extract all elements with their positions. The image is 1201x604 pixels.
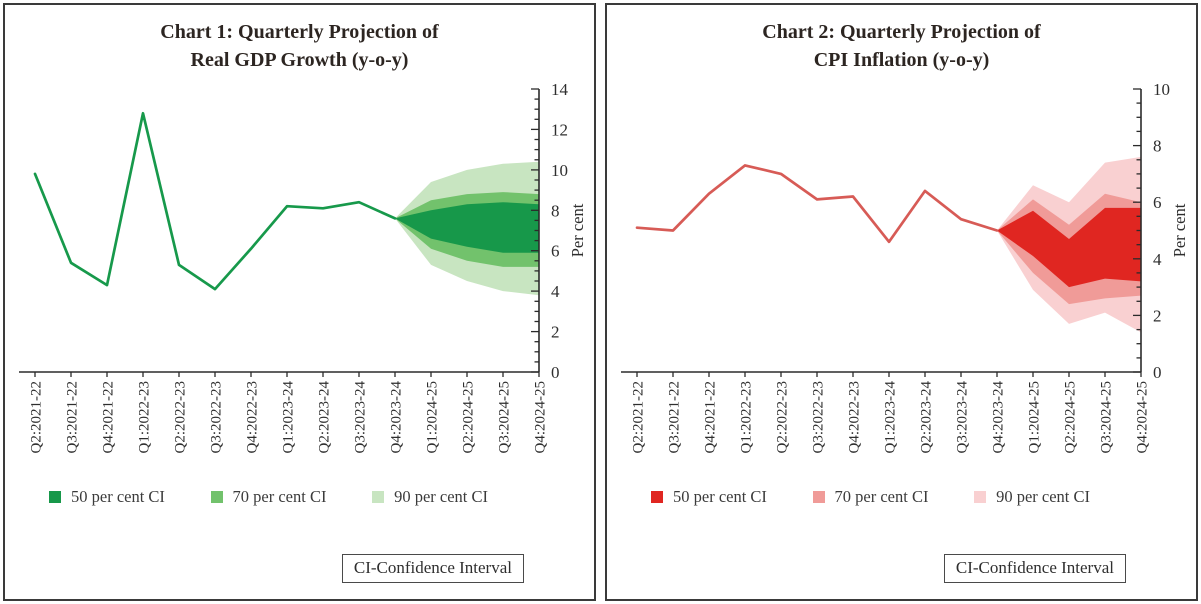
svg-text:14: 14 xyxy=(551,80,569,99)
legend-label-50ci: 50 per cent CI xyxy=(71,486,165,506)
svg-text:Q1:2023-24: Q1:2023-24 xyxy=(883,380,899,453)
legend-item-70ci: 70 per cent CI xyxy=(812,486,929,507)
svg-text:Q4:2022-23: Q4:2022-23 xyxy=(245,381,261,454)
legend-label-90ci: 90 per cent CI xyxy=(394,486,488,506)
svg-text:Q1:2022-23: Q1:2022-23 xyxy=(739,381,755,454)
legend-item-70ci: 70 per cent CI xyxy=(210,486,327,507)
svg-text:Per cent: Per cent xyxy=(1170,203,1189,257)
legend-label-90ci: 90 per cent CI xyxy=(996,486,1090,506)
swatch-70ci-icon xyxy=(210,490,223,503)
swatch-90ci-icon xyxy=(372,490,385,503)
svg-text:Q2:2022-23: Q2:2022-23 xyxy=(173,381,189,454)
svg-text:2: 2 xyxy=(1153,306,1162,325)
cpi-fan-chart: 0 2 4 6 8 10 Q2:2021-22 Q3:2021-22 Q4:2021-22 Q1:… xyxy=(621,80,1189,454)
cpi-chart-title-line2: CPI Inflation (y-o-y) xyxy=(813,49,990,72)
svg-text:12: 12 xyxy=(551,120,568,139)
svg-text:4: 4 xyxy=(551,282,560,301)
svg-text:Q4:2024-25: Q4:2024-25 xyxy=(533,381,549,454)
legend-item-50ci: 50 per cent CI xyxy=(49,487,165,507)
svg-text:0: 0 xyxy=(551,363,560,382)
svg-text:Q2:2021-22: Q2:2021-22 xyxy=(29,381,45,454)
svg-text:Per cent: Per cent xyxy=(568,203,587,257)
swatch-50ci-icon xyxy=(651,490,663,503)
swatch-90ci-icon xyxy=(974,490,987,503)
cpi-chart-title: Chart 2: Quarterly Projection of CPI Inf… xyxy=(607,18,1196,75)
cpi-chart-title-line1: Chart 2: Quarterly Projection of xyxy=(762,21,1041,43)
svg-text:Q3:2021-22: Q3:2021-22 xyxy=(667,381,683,454)
svg-text:0: 0 xyxy=(1153,363,1162,382)
gdp-fan-chart: 0 2 4 6 8 10 12 14 Q2:2021-22 Q3:2021-22 Q4:2021-2… xyxy=(19,80,587,454)
svg-text:Q2:2023-24: Q2:2023-24 xyxy=(919,380,935,453)
gdp-legend: 50 per cent CI 70 per cent CI 90 per cen… xyxy=(5,487,594,507)
legend-label-50ci: 50 per cent CI xyxy=(673,486,767,506)
gdp-chart-title-line1: Chart 1: Quarterly Projection of xyxy=(160,21,439,43)
svg-text:Q1:2024-25: Q1:2024-25 xyxy=(425,381,441,454)
svg-text:Q3:2022-23: Q3:2022-23 xyxy=(811,381,827,454)
legend-label-70ci: 70 per cent CI xyxy=(834,486,929,506)
svg-text:10: 10 xyxy=(551,161,568,180)
svg-text:8: 8 xyxy=(551,201,560,220)
svg-text:Q2:2022-23: Q2:2022-23 xyxy=(775,381,791,454)
svg-text:10: 10 xyxy=(1153,80,1170,99)
gdp-chart-title-line2: Real GDP Growth (y-o-y) xyxy=(190,49,409,72)
cpi-chart-panel: Chart 2: Quarterly Projection of CPI Inf… xyxy=(605,3,1198,601)
svg-text:Q4:2021-22: Q4:2021-22 xyxy=(703,381,719,454)
cpi-legend: 50 per cent CI 70 per cent CI 90 per cen… xyxy=(607,487,1196,507)
svg-text:2: 2 xyxy=(551,322,560,341)
legend-item-90ci: 90 per cent CI xyxy=(974,487,1090,507)
legend-label-70ci: 70 per cent CI xyxy=(232,486,327,506)
svg-text:Q2:2024-25: Q2:2024-25 xyxy=(1063,381,1079,454)
ci-note-box: CI-Confidence Interval xyxy=(341,554,524,583)
legend-item-50ci: 50 per cent CI xyxy=(651,487,767,507)
svg-text:Q3:2022-23: Q3:2022-23 xyxy=(209,381,225,454)
svg-text:6: 6 xyxy=(551,241,560,260)
svg-text:Q1:2024-25: Q1:2024-25 xyxy=(1027,381,1043,454)
ci-note-box: CI-Confidence Interval xyxy=(943,554,1126,583)
svg-text:Q3:2024-25: Q3:2024-25 xyxy=(1099,381,1115,454)
gdp-chart-title: Chart 1: Quarterly Projection of Real GD… xyxy=(5,18,594,75)
svg-text:Q3:2024-25: Q3:2024-25 xyxy=(497,381,513,454)
svg-text:Q1:2023-24: Q1:2023-24 xyxy=(281,380,297,453)
svg-text:Q4:2021-22: Q4:2021-22 xyxy=(101,381,117,454)
gdp-chart-panel: Chart 1: Quarterly Projection of Real GD… xyxy=(3,3,596,601)
swatch-50ci-icon xyxy=(49,490,61,503)
svg-text:Q4:2023-24: Q4:2023-24 xyxy=(991,380,1007,453)
swatch-70ci-icon xyxy=(812,490,825,503)
svg-text:8: 8 xyxy=(1153,136,1162,155)
svg-text:Q4:2022-23: Q4:2022-23 xyxy=(847,381,863,454)
svg-text:Q3:2021-22: Q3:2021-22 xyxy=(65,381,81,454)
legend-item-90ci: 90 per cent CI xyxy=(372,487,488,507)
svg-text:Q4:2024-25: Q4:2024-25 xyxy=(1135,381,1151,454)
svg-text:Q2:2023-24: Q2:2023-24 xyxy=(317,380,333,453)
svg-text:6: 6 xyxy=(1153,193,1162,212)
svg-text:Q4:2023-24: Q4:2023-24 xyxy=(389,380,405,453)
svg-text:Q3:2023-24: Q3:2023-24 xyxy=(955,380,971,453)
svg-text:Q2:2021-22: Q2:2021-22 xyxy=(631,381,647,454)
svg-text:Q2:2024-25: Q2:2024-25 xyxy=(461,381,477,454)
svg-text:Q1:2022-23: Q1:2022-23 xyxy=(137,381,153,454)
svg-text:Q3:2023-24: Q3:2023-24 xyxy=(353,380,369,453)
svg-text:4: 4 xyxy=(1153,250,1162,269)
